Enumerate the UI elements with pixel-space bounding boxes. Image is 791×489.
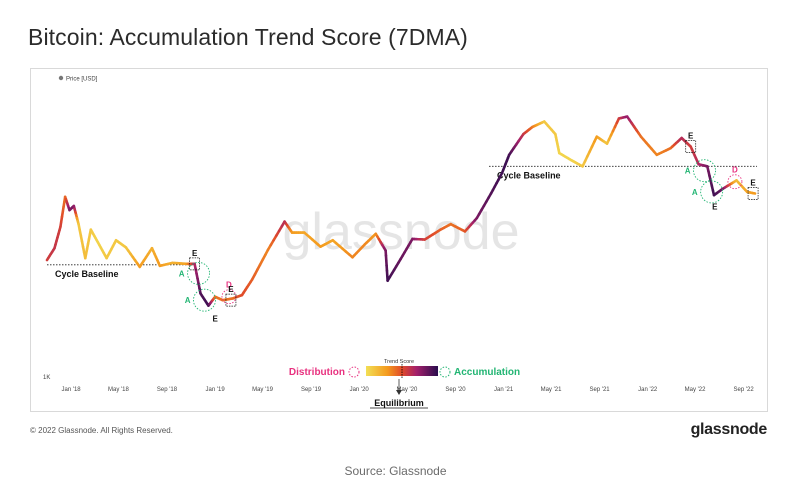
x-tick-label: Jan '19 (206, 387, 226, 393)
distribution-circle (727, 174, 743, 190)
price-chart: glassnode Price [USD] 1K Jan '18 May '18 S… (43, 75, 759, 409)
x-tick-label: Jan '22 (638, 387, 658, 393)
source-caption: Source: Glassnode (344, 464, 447, 478)
accumulation-circle (700, 180, 724, 204)
x-tick-label: Jan '20 (350, 387, 370, 393)
x-tick-label: Sep '18 (157, 387, 178, 393)
x-tick-label: Sep '20 (445, 387, 466, 393)
accumulation-circle (187, 261, 211, 285)
annotation-label: E (192, 249, 198, 258)
distribution-marker (348, 366, 360, 378)
annotation-label: E (688, 132, 694, 141)
chart-title: Bitcoin: Accumulation Trend Score (7DMA) (28, 24, 468, 50)
annotation-label: E (228, 285, 234, 294)
trend-score-title: Trend Score (384, 359, 414, 365)
x-tick-label: May '20 (397, 387, 418, 393)
x-tick-label: Jan '21 (494, 387, 514, 393)
x-tick-label: May '21 (541, 387, 562, 393)
equilibrium-label: Equilibrium (374, 398, 424, 408)
price-series (45, 115, 757, 307)
legend: Price [USD] (58, 75, 98, 83)
accumulation-circle (693, 159, 716, 183)
annotation-box (225, 293, 237, 307)
x-tick-label: Jan '18 (61, 387, 81, 393)
annotation-label: E (212, 315, 218, 324)
watermark: glassnode (282, 203, 519, 261)
annotation-label: E (750, 179, 756, 188)
trend-score-legend: Trend Score Distribution Accumulation Eq… (289, 359, 520, 409)
x-tick-label: May '22 (685, 387, 706, 393)
trend-score-scale (366, 366, 438, 376)
annotation-label: A (685, 167, 691, 176)
legend-label: Price [USD] (66, 77, 98, 83)
annotation-label: A (692, 188, 698, 197)
accumulation-circle (193, 288, 216, 312)
legend-marker (58, 75, 64, 81)
x-tick-label: May '19 (252, 387, 273, 393)
annotation-box (189, 257, 200, 271)
cycle-baseline-label: Cycle Baseline (55, 269, 119, 279)
cycle-baseline-label: Cycle Baseline (497, 170, 561, 180)
annotation-label: A (179, 269, 185, 278)
annotation-label: D (732, 166, 738, 175)
brand-logo: glassnode (690, 421, 768, 438)
x-tick-label: Sep '21 (589, 387, 610, 393)
equilibrium-arrow-head (396, 390, 402, 395)
accumulation-marker (439, 366, 451, 378)
x-tick-label: Sep '22 (734, 387, 755, 393)
annotation-label: A (185, 296, 191, 305)
annotation-label: E (712, 203, 718, 212)
annotation-box (747, 187, 759, 200)
y-tick-label: 1K (43, 375, 50, 381)
annotation-box (685, 140, 697, 153)
x-tick-label: May '18 (108, 387, 129, 393)
accumulation-label: Accumulation (454, 367, 520, 378)
x-tick-label: Sep '19 (301, 387, 322, 393)
chart-frame: glassnode Price [USD] 1K Jan '18 May '18 S… (30, 68, 768, 412)
distribution-label: Distribution (289, 367, 345, 378)
annotation-label: D (226, 281, 232, 290)
x-axis: Jan '18 May '18 Sep '18 Jan '19 May '19 Sep '… (61, 387, 754, 393)
copyright-text: © 2022 Glassnode. All Rights Reserved. (30, 426, 173, 435)
cycle-baselines: Cycle Baseline Cycle Baseline (47, 165, 758, 279)
